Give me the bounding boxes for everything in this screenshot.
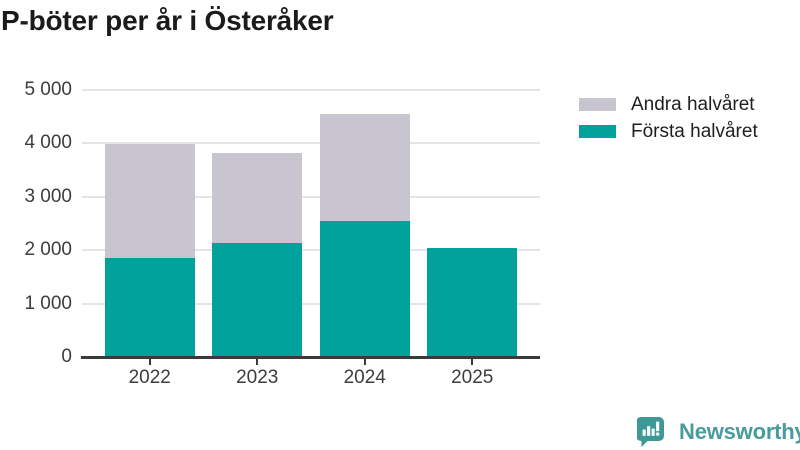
newsworthy-icon (637, 417, 664, 447)
x-axis-tick-label: 2023 (236, 367, 279, 388)
x-axis-line (81, 356, 540, 359)
y-axis-tick-label: 0 (61, 346, 72, 367)
y-axis-tick-label: 5 000 (24, 79, 72, 100)
x-axis-tick (256, 359, 259, 365)
legend-swatch-andra-halvaret (579, 98, 616, 111)
legend-item-forsta-halvaret: Första halvåret (579, 118, 758, 145)
x-axis-tick (363, 359, 366, 365)
gridline-4000 (82, 142, 540, 145)
x-axis-tick (148, 359, 151, 365)
bar-segment-forsta-halvaret-2022 (104, 258, 195, 357)
bar-segment-forsta-halvaret-2025 (427, 247, 518, 357)
y-axis-tick-label: 3 000 (24, 185, 72, 207)
legend-label-andra-halvaret: Andra halvåret (631, 93, 755, 115)
legend-label-forsta-halvaret: Första halvåret (631, 120, 758, 142)
x-axis-tick-label: 2022 (128, 367, 171, 388)
x-axis-tick-label: 2024 (343, 367, 386, 388)
bar-segment-andra-halvaret-2024 (319, 113, 410, 222)
newsworthy-logo[interactable]: Newsworthy (637, 417, 800, 447)
chart-title: P-böter per år i Österåker (1, 5, 334, 36)
bar-segment-forsta-halvaret-2023 (212, 243, 303, 357)
gridline-3000 (82, 195, 540, 198)
bar-segment-andra-halvaret-2022 (104, 144, 195, 259)
newsworthy-wordmark: Newsworthy (679, 419, 800, 444)
y-axis-tick-label: 1 000 (24, 292, 72, 314)
x-axis-tick (471, 359, 474, 365)
y-axis-tick-label: 2 000 (24, 239, 72, 261)
bar-segment-andra-halvaret-2023 (212, 152, 303, 244)
gridline-1000 (82, 302, 540, 305)
legend-swatch-forsta-halvaret (579, 125, 616, 138)
plot-area: 0 1 000 2 000 3 000 4 000 5 000 2022 2023 2024 20… (24, 79, 540, 388)
legend-item-andra-halvaret: Andra halvåret (579, 91, 758, 118)
bar-segment-forsta-halvaret-2024 (319, 221, 410, 357)
gridline-2000 (82, 249, 540, 252)
y-axis-tick-label: 4 000 (24, 132, 72, 154)
legend: Andra halvåret Första halvåret (579, 91, 758, 145)
gridline-5000 (82, 89, 540, 91)
x-axis-tick-label: 2025 (451, 367, 494, 388)
